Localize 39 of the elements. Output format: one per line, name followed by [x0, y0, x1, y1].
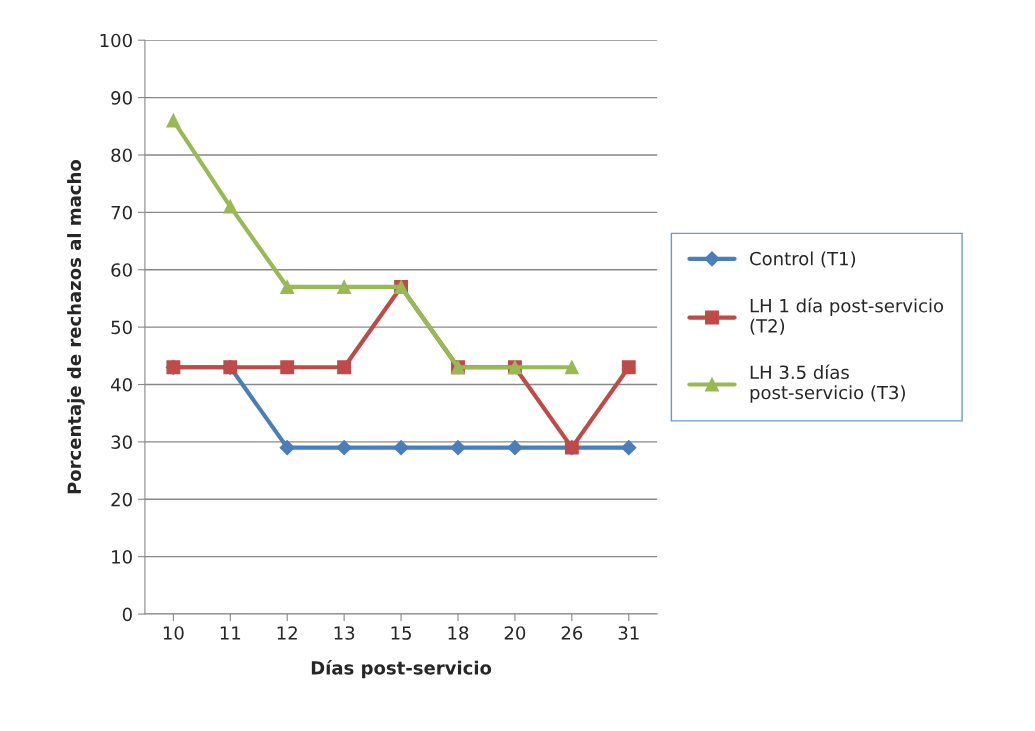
- y-tick-label: 30: [111, 435, 132, 450]
- point: [279, 440, 295, 456]
- legend-label: Control (T1): [750, 251, 856, 268]
- y-tick-label: 70: [111, 205, 132, 220]
- y-axis-title: Porcentaje de rechazos al macho: [67, 160, 85, 494]
- y-tick-label: 0: [122, 607, 132, 622]
- y-tick-label: 60: [111, 263, 132, 277]
- y-tick-label: 50: [111, 320, 132, 335]
- legend-label: LH 3.5 días post-servicio (T3): [750, 364, 905, 403]
- x-tick-label: 11: [220, 626, 241, 640]
- x-tick-label: 15: [391, 626, 411, 640]
- y-tick-label: 40: [111, 377, 132, 392]
- point: [621, 360, 636, 375]
- y-tick-label: 90: [111, 91, 132, 105]
- x-axis-title: Días post-servicio: [311, 659, 492, 679]
- y-tick-label: 100: [100, 33, 132, 48]
- x-tick-label: 26: [561, 626, 583, 640]
- x-tick-label: 10: [163, 626, 184, 640]
- point: [166, 113, 181, 128]
- point: [337, 360, 352, 375]
- legend-label: LH 1 día post-servicio (T2): [750, 297, 944, 335]
- x-tick-label: 12: [277, 626, 297, 640]
- y-tick-label: 80: [111, 148, 132, 163]
- point: [280, 280, 295, 294]
- point: [280, 360, 295, 375]
- y-tick-label: 20: [111, 492, 132, 507]
- point: [337, 280, 352, 294]
- x-tick-label: 13: [334, 626, 355, 640]
- point: [621, 440, 637, 456]
- x-tick-label: 20: [504, 626, 526, 640]
- x-tick-label: 18: [448, 626, 469, 640]
- point: [450, 440, 466, 456]
- point: [336, 440, 352, 456]
- x-tick-label: 31: [618, 626, 639, 640]
- point: [393, 440, 409, 456]
- point: [564, 360, 579, 375]
- point: [507, 440, 523, 456]
- point: [223, 199, 238, 214]
- y-tick-label: 10: [112, 550, 132, 564]
